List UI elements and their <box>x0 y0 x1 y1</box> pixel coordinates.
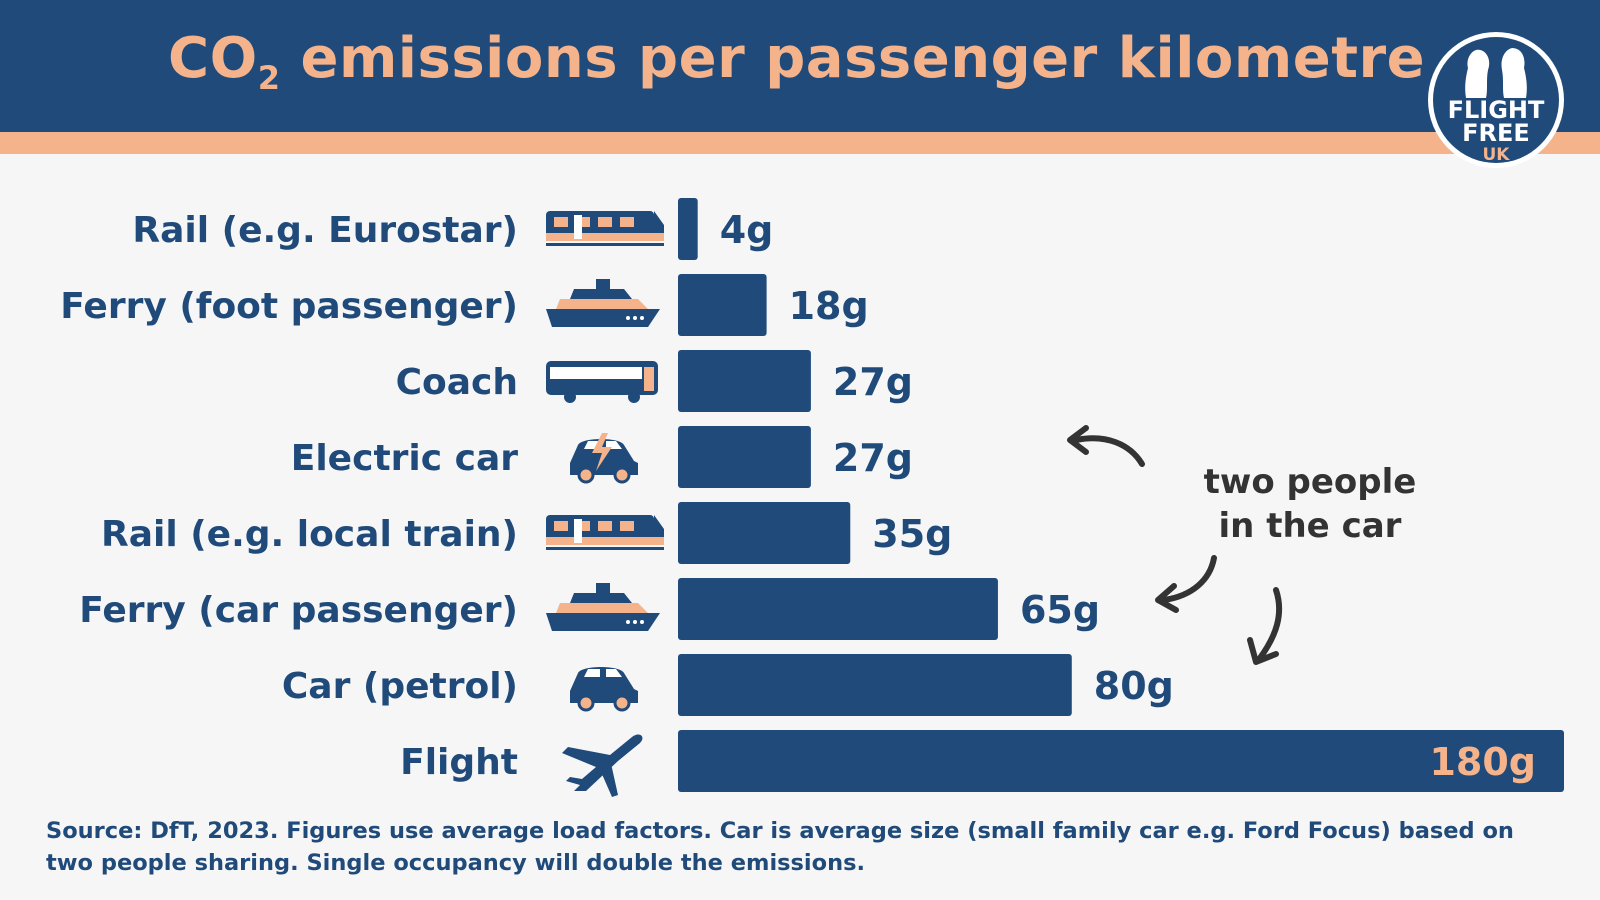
category-label: Rail (e.g. local train) <box>101 514 518 555</box>
ferry-icon <box>546 279 660 327</box>
value-label: 4g <box>720 208 774 252</box>
curved-arrow-down-left <box>1155 555 1217 613</box>
value-label: 27g <box>833 360 913 404</box>
value-label: 27g <box>833 436 913 480</box>
bar <box>678 654 1072 716</box>
coach-icon <box>546 361 658 403</box>
category-label: Ferry (car passenger) <box>79 590 518 631</box>
train-icon <box>546 515 664 550</box>
category-label: Car (petrol) <box>282 666 518 707</box>
bar <box>678 198 698 260</box>
bar <box>678 502 851 564</box>
logo-text-uk: UK <box>1483 145 1511 165</box>
train-icon <box>546 211 664 246</box>
value-label: 35g <box>872 512 952 556</box>
annotation-line-2: in the car <box>1218 506 1402 546</box>
category-label: Flight <box>400 742 518 783</box>
category-label: Coach <box>396 362 518 403</box>
value-label: 80g <box>1094 664 1174 708</box>
flight-free-logo: FLIGHT FREE UK <box>1428 32 1564 168</box>
page-title: CO2 emissions per passenger kilometre <box>168 26 1426 97</box>
annotation-line-1: two people <box>1203 462 1417 502</box>
ferry-icon <box>546 583 660 631</box>
bar <box>678 578 998 640</box>
bar <box>678 426 811 488</box>
category-label: Ferry (foot passenger) <box>60 286 518 327</box>
category-label: Electric car <box>291 438 518 479</box>
bar <box>678 274 767 336</box>
header-banner <box>0 0 1600 132</box>
value-label: 180g <box>1429 740 1536 784</box>
bar <box>678 350 811 412</box>
plane-icon <box>562 734 643 797</box>
logo-text-flight: FLIGHT <box>1448 96 1545 124</box>
value-labels: 4g 18g 27g 27g 35g 65g 80g 180g <box>720 208 1536 784</box>
bars <box>678 198 1564 792</box>
bar <box>678 730 1564 792</box>
header-stripe <box>0 132 1600 154</box>
logo-text-free: FREE <box>1462 119 1530 147</box>
two-people-annotation: two people in the car <box>1185 460 1435 548</box>
category-labels: Rail (e.g. Eurostar) Ferry (foot passenge… <box>60 210 518 783</box>
category-label: Rail (e.g. Eurostar) <box>132 210 518 251</box>
electric-car-icon <box>570 433 638 484</box>
category-icons <box>546 211 664 797</box>
car-icon <box>570 667 638 712</box>
curved-arrow-down <box>1247 587 1283 665</box>
curved-arrow-up-left <box>1067 425 1145 467</box>
value-label: 65g <box>1020 588 1100 632</box>
source-note: Source: DfT, 2023. Figures use average l… <box>46 818 1514 876</box>
value-label: 18g <box>789 284 869 328</box>
